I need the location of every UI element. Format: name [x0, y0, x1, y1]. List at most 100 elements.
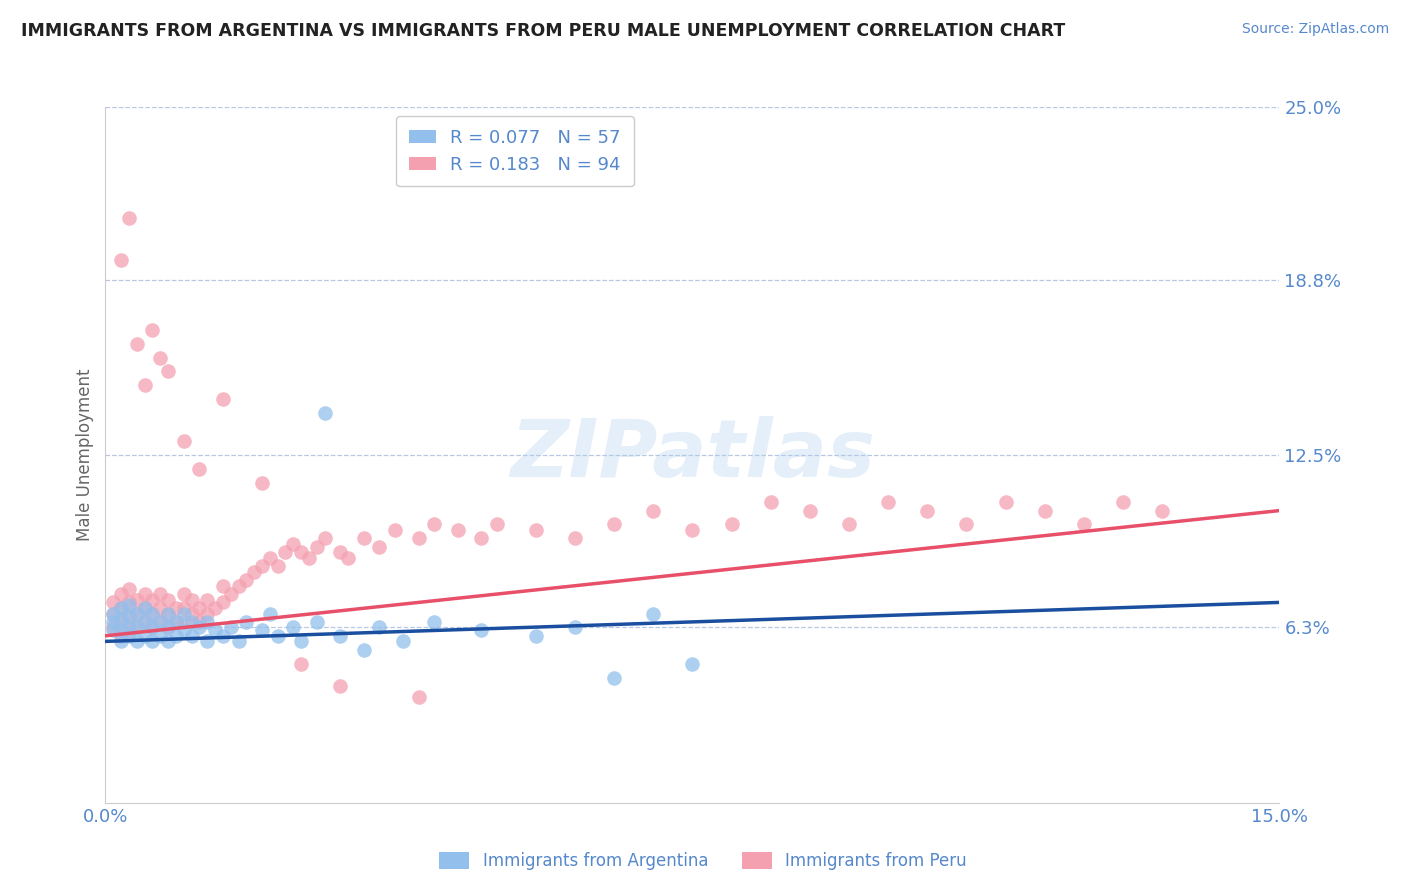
- Point: [259, 550, 281, 565]
- Point: [329, 679, 352, 693]
- Point: [118, 211, 141, 226]
- Point: [259, 607, 281, 621]
- Point: [188, 620, 211, 634]
- Point: [110, 615, 132, 629]
- Text: IMMIGRANTS FROM ARGENTINA VS IMMIGRANTS FROM PERU MALE UNEMPLOYMENT CORRELATION : IMMIGRANTS FROM ARGENTINA VS IMMIGRANTS …: [21, 22, 1066, 40]
- Point: [118, 609, 141, 624]
- Point: [353, 532, 375, 546]
- Point: [603, 671, 626, 685]
- Point: [423, 615, 446, 629]
- Point: [134, 378, 156, 392]
- Point: [110, 601, 132, 615]
- Point: [204, 624, 226, 638]
- Point: [211, 629, 233, 643]
- Point: [211, 579, 233, 593]
- Point: [157, 607, 180, 621]
- Point: [157, 607, 180, 621]
- Point: [470, 532, 492, 546]
- Text: Source: ZipAtlas.com: Source: ZipAtlas.com: [1241, 22, 1389, 37]
- Point: [141, 607, 163, 621]
- Point: [118, 595, 141, 609]
- Point: [149, 351, 172, 365]
- Point: [1112, 495, 1135, 509]
- Point: [157, 634, 180, 648]
- Legend: Immigrants from Argentina, Immigrants from Peru: Immigrants from Argentina, Immigrants fr…: [433, 845, 973, 877]
- Point: [134, 629, 156, 643]
- Point: [195, 607, 218, 621]
- Point: [643, 503, 665, 517]
- Point: [250, 559, 273, 574]
- Y-axis label: Male Unemployment: Male Unemployment: [76, 368, 94, 541]
- Point: [643, 607, 665, 621]
- Point: [149, 601, 172, 615]
- Point: [915, 503, 938, 517]
- Point: [305, 615, 328, 629]
- Point: [165, 615, 187, 629]
- Point: [1033, 503, 1056, 517]
- Point: [195, 634, 218, 648]
- Point: [250, 624, 273, 638]
- Point: [173, 601, 195, 615]
- Point: [290, 545, 312, 559]
- Point: [165, 629, 187, 643]
- Point: [211, 595, 233, 609]
- Point: [211, 392, 233, 407]
- Point: [353, 642, 375, 657]
- Point: [103, 624, 125, 638]
- Point: [157, 364, 180, 378]
- Point: [134, 615, 156, 629]
- Point: [283, 620, 305, 634]
- Point: [290, 657, 312, 671]
- Point: [603, 517, 626, 532]
- Point: [180, 615, 202, 629]
- Point: [103, 607, 125, 621]
- Point: [103, 595, 125, 609]
- Point: [118, 609, 141, 624]
- Point: [180, 607, 202, 621]
- Point: [1150, 503, 1173, 517]
- Point: [470, 624, 492, 638]
- Point: [485, 517, 508, 532]
- Point: [110, 253, 132, 268]
- Point: [125, 620, 148, 634]
- Point: [838, 517, 860, 532]
- Point: [955, 517, 977, 532]
- Point: [877, 495, 900, 509]
- Point: [134, 615, 156, 629]
- Point: [125, 592, 148, 607]
- Point: [1073, 517, 1095, 532]
- Point: [314, 406, 336, 420]
- Point: [329, 545, 352, 559]
- Point: [125, 620, 148, 634]
- Point: [564, 620, 586, 634]
- Point: [141, 607, 163, 621]
- Point: [283, 537, 305, 551]
- Point: [173, 624, 195, 638]
- Point: [103, 615, 125, 629]
- Point: [157, 620, 180, 634]
- Point: [228, 579, 250, 593]
- Point: [173, 434, 195, 448]
- Point: [243, 565, 266, 579]
- Point: [149, 615, 172, 629]
- Point: [103, 620, 125, 634]
- Point: [266, 629, 288, 643]
- Point: [141, 620, 163, 634]
- Point: [149, 629, 172, 643]
- Point: [110, 612, 132, 626]
- Point: [173, 587, 195, 601]
- Point: [219, 620, 242, 634]
- Point: [110, 624, 132, 638]
- Point: [384, 523, 406, 537]
- Point: [408, 532, 430, 546]
- Text: ZIPatlas: ZIPatlas: [510, 416, 875, 494]
- Point: [337, 550, 360, 565]
- Point: [103, 607, 125, 621]
- Point: [180, 592, 202, 607]
- Point: [228, 634, 250, 648]
- Point: [141, 634, 163, 648]
- Point: [681, 523, 703, 537]
- Point: [392, 634, 415, 648]
- Point: [274, 545, 297, 559]
- Point: [141, 592, 163, 607]
